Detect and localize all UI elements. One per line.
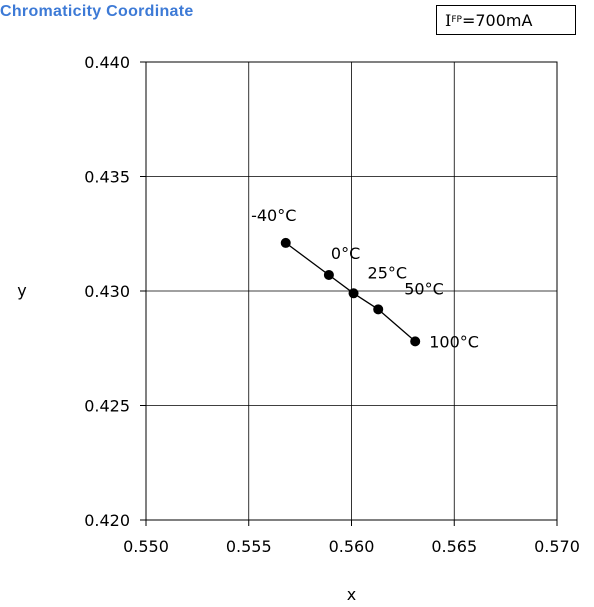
y-tick-label: 0.420	[84, 511, 130, 530]
condition-subscript: FP	[451, 15, 462, 25]
condition-box: I FP =700mA	[436, 5, 576, 35]
x-tick-label: 0.565	[431, 537, 477, 556]
y-axis-label: y	[17, 281, 26, 300]
x-tick-label: 0.560	[329, 537, 375, 556]
point-label: 25°C	[368, 263, 408, 282]
y-tick-label: 0.440	[84, 53, 130, 72]
x-axis-label: x	[347, 585, 356, 604]
y-tick-label: 0.435	[84, 168, 130, 187]
y-tick-label: 0.430	[84, 282, 130, 301]
condition-value: =700mA	[461, 10, 533, 30]
y-tick-label: 0.425	[84, 397, 130, 416]
data-point	[323, 269, 334, 280]
data-point	[280, 237, 291, 248]
x-tick-label: 0.550	[123, 537, 169, 556]
data-series: -40°C 0°C 25°C50°C 100°C	[251, 206, 479, 351]
data-point	[348, 288, 359, 299]
axis-ticks: 0.550 0.555 0.560 0.565 0.570 0.420 0.425 0.430…	[84, 53, 580, 556]
point-label: 0°C	[331, 244, 360, 263]
condition-variable: I	[445, 10, 452, 30]
data-point	[373, 304, 384, 315]
point-label: -40°C	[251, 206, 296, 225]
point-label: 50°C	[404, 279, 444, 298]
chart-title: Chromaticity Coordinate	[0, 3, 194, 20]
x-tick-label: 0.555	[226, 537, 272, 556]
point-label: 100°C	[429, 332, 479, 351]
x-tick-label: 0.570	[534, 537, 580, 556]
data-point	[410, 336, 421, 347]
